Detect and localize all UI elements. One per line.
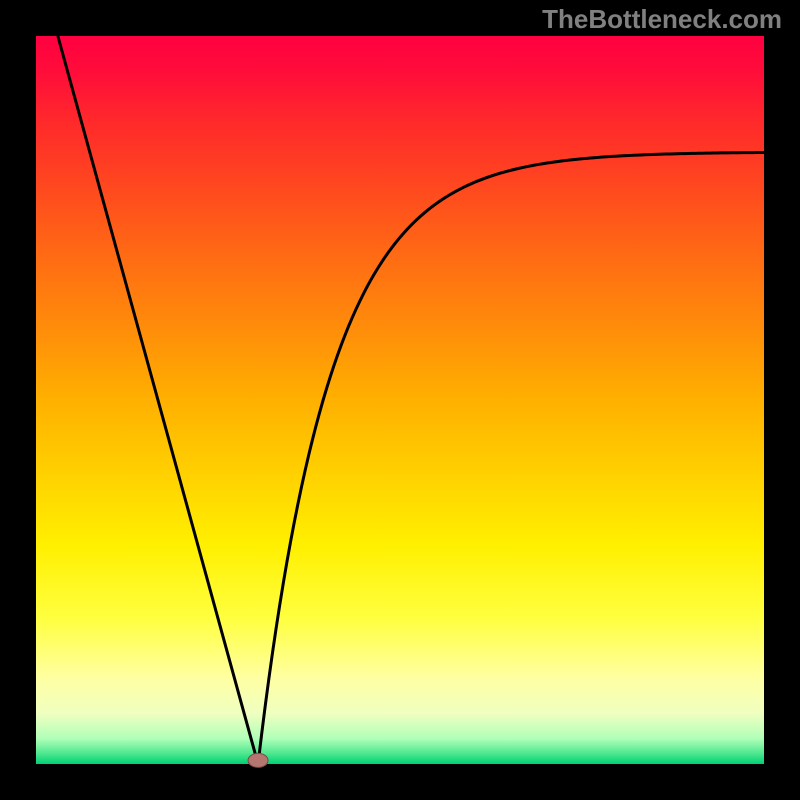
chart-container: TheBottleneck.com	[0, 0, 800, 800]
bottleneck-chart	[0, 0, 800, 800]
watermark-text: TheBottleneck.com	[542, 4, 782, 35]
plot-area	[36, 36, 764, 764]
optimum-marker	[248, 753, 268, 767]
